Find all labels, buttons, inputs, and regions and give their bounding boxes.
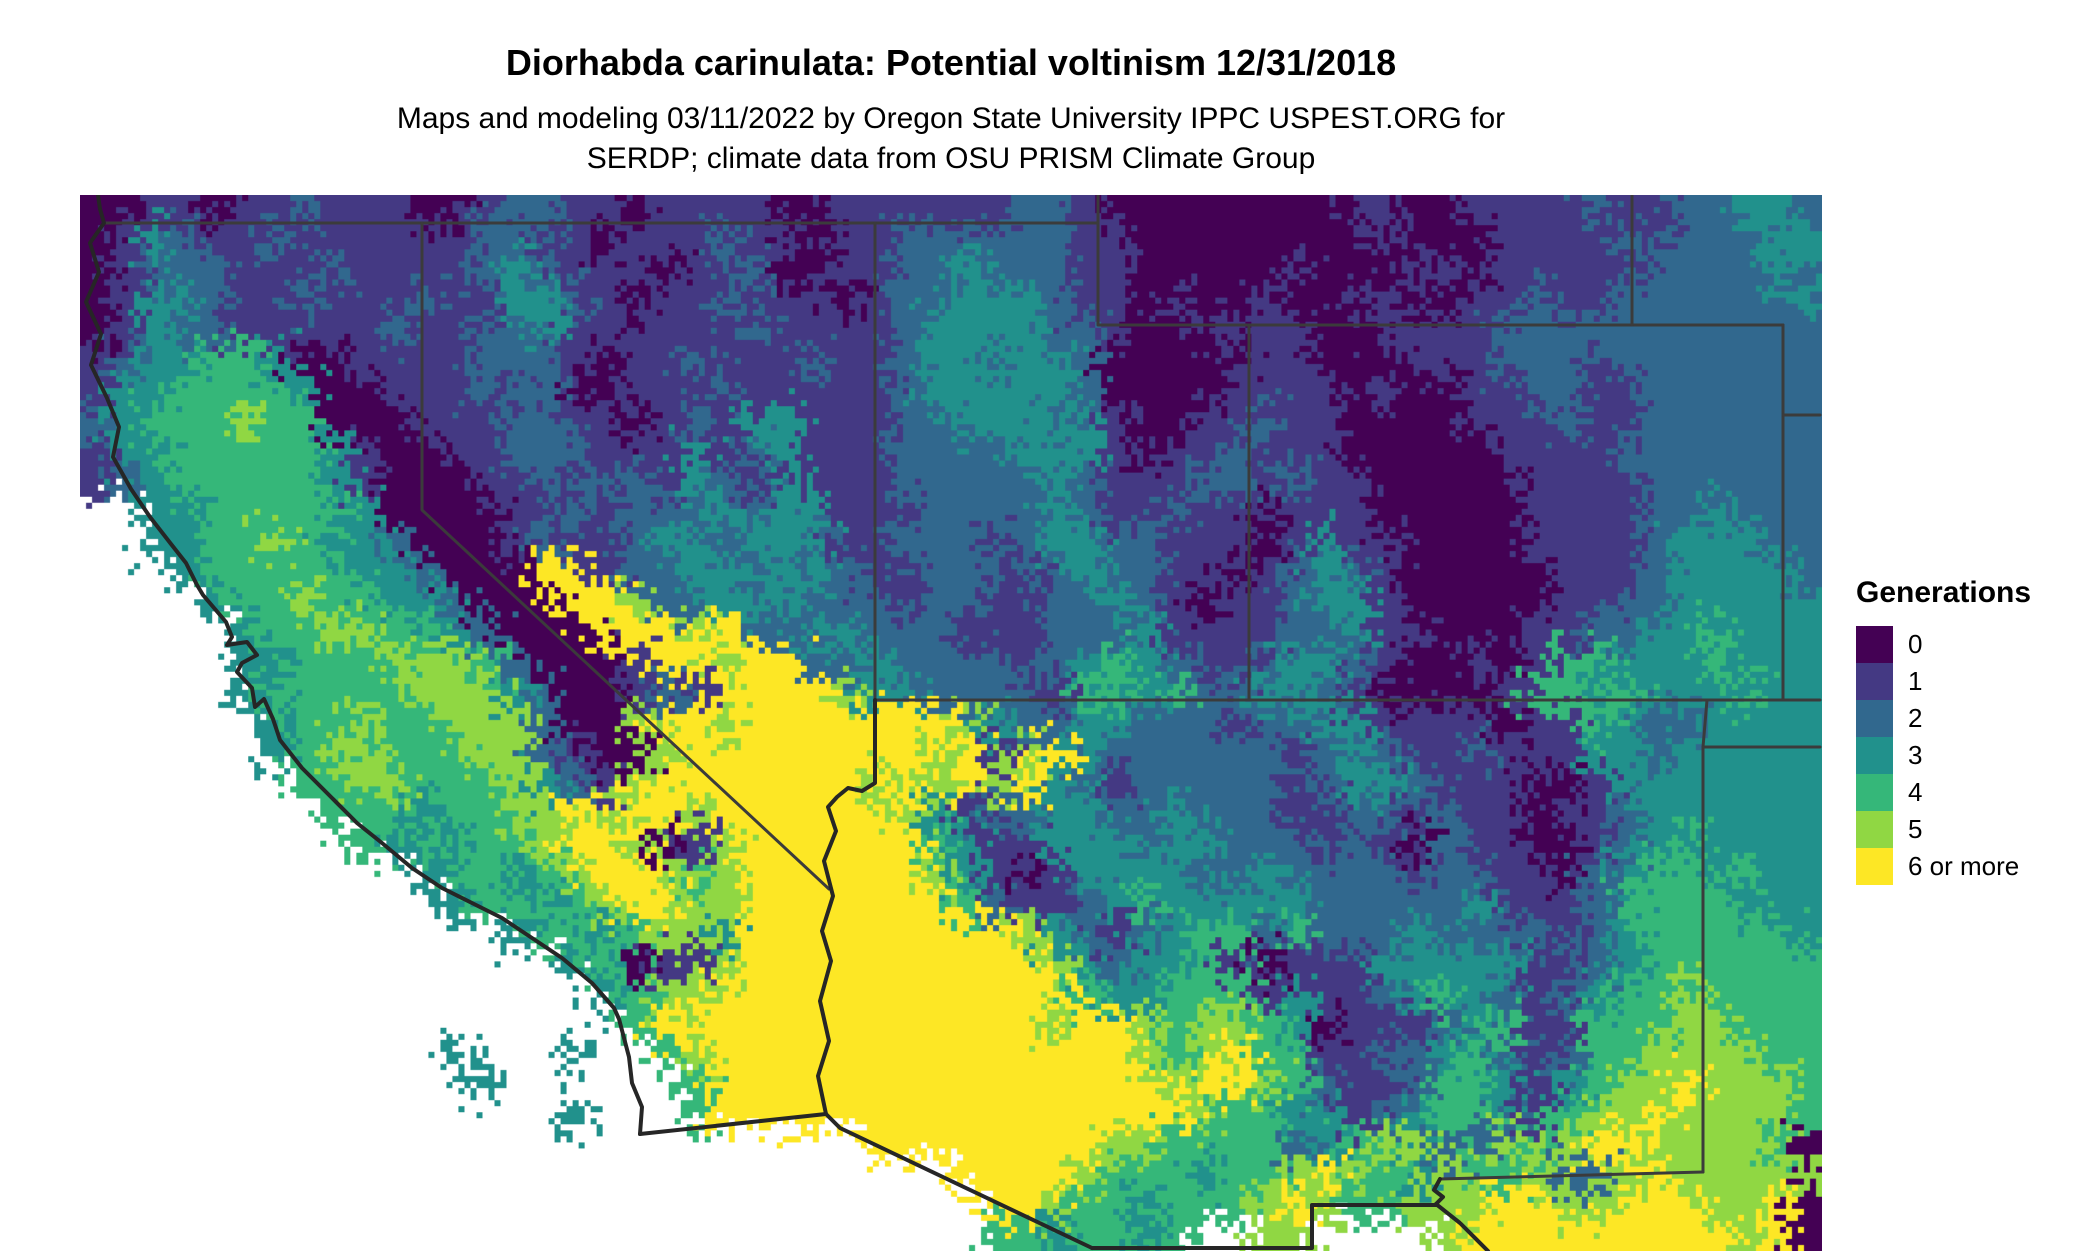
state-line-8: [1701, 698, 1822, 749]
legend-swatch-4: [1856, 774, 1893, 811]
legend-item-1: 1: [1856, 663, 2031, 700]
legend-item-0: 0: [1856, 626, 2031, 663]
state-line-2: [1096, 195, 1785, 327]
legend-label-5: 5: [1908, 814, 1923, 844]
legend-swatch-1: [1856, 663, 1893, 700]
legend-label-4: 4: [1908, 777, 1923, 807]
legend-item-3: 3: [1856, 737, 2031, 774]
legend-label-0: 0: [1908, 629, 1923, 659]
outline-line-6: [1434, 1202, 1490, 1251]
figure-subtitle-line1: Maps and modeling 03/11/2022 by Oregon S…: [396, 102, 1506, 135]
legend-swatch-3: [1856, 737, 1893, 774]
legend-swatch-2: [1856, 700, 1893, 737]
legend-item-5: 5: [1856, 811, 2031, 848]
legend-label-1: 1: [1908, 666, 1923, 696]
state-line-11: [420, 221, 831, 891]
outline-line-4: [1090, 1203, 1439, 1250]
voltinism-raster-map: [80, 195, 1822, 1251]
legend-label-2: 2: [1908, 703, 1923, 733]
legend-label-6: 6 or more: [1908, 851, 2020, 881]
outline-line-0: [84, 195, 644, 1136]
legend-label-3: 3: [1908, 740, 1923, 770]
outline-line-2: [816, 698, 877, 1116]
legend-swatch-0: [1856, 626, 1893, 663]
legend-item-2: 2: [1856, 700, 2031, 737]
state-borders-overlay: [84, 195, 1822, 1251]
legend-item-6: 6 or more: [1856, 848, 2031, 885]
legend-items: 0 1 2 3 4 5 6 or more: [1856, 626, 2031, 885]
outline-line-5: [1432, 1177, 1445, 1207]
map-area: [80, 195, 1822, 1251]
outline-line-1: [638, 1112, 828, 1136]
figure-title: Diorhabda carinulata: Potential voltinis…: [505, 42, 1397, 83]
outline-line-3: [824, 1112, 1094, 1250]
legend-swatch-6: [1856, 848, 1893, 885]
figure-subtitle: Maps and modeling 03/11/2022 by Oregon S…: [80, 99, 1822, 179]
legend-title: Generations: [1856, 576, 2032, 609]
figure-subtitle-line2: SERDP; climate data from OSU PRISM Clima…: [586, 142, 1316, 175]
legend: Generations 0 1 2 3 4 5 6 or more: [1856, 576, 2031, 885]
legend-item-4: 4: [1856, 774, 2031, 811]
legend-swatch-5: [1856, 811, 1893, 848]
state-line-10: [1438, 1170, 1705, 1181]
